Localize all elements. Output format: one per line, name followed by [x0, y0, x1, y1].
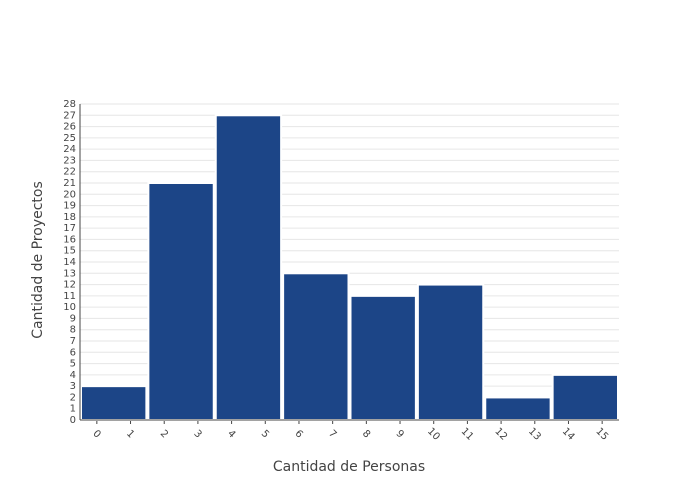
bar — [484, 396, 552, 421]
bar — [214, 114, 283, 422]
x-tick-label: 3 — [191, 428, 203, 440]
y-tick-label: 19 — [63, 201, 76, 212]
y-tick-label: 15 — [63, 246, 76, 257]
x-tick-label: 1 — [124, 428, 136, 440]
y-tick-label: 20 — [63, 189, 76, 200]
y-tick-label: 17 — [63, 223, 76, 234]
bar — [349, 294, 417, 422]
x-tick-label: 8 — [360, 428, 372, 440]
y-tick-label: 28 — [63, 99, 76, 110]
y-tick-label: 22 — [63, 167, 76, 178]
y-tick-label: 2 — [70, 392, 76, 403]
y-tick-label: 10 — [63, 302, 76, 313]
x-tick-label: 15 — [593, 426, 610, 443]
y-tick-label: 0 — [70, 415, 76, 426]
y-tick-label: 9 — [70, 313, 76, 324]
y-tick-label: 12 — [63, 280, 76, 291]
x-tick-label: 10 — [425, 426, 442, 443]
y-tick-label: 21 — [63, 178, 76, 189]
y-tick-label: 4 — [70, 370, 76, 381]
x-tick-label: 5 — [259, 428, 271, 440]
x-tick-label: 11 — [459, 426, 476, 443]
y-tick-label: 7 — [70, 336, 76, 347]
y-tick-label: 24 — [63, 144, 76, 155]
y-axis-title: Cantidad de Proyectos — [30, 181, 46, 339]
y-tick-label: 1 — [70, 404, 76, 415]
bar — [416, 283, 485, 422]
y-tick-label: 6 — [70, 347, 76, 358]
y-tick-label: 8 — [70, 325, 76, 336]
y-tick-label: 3 — [70, 381, 76, 392]
bar — [551, 373, 619, 422]
y-tick-label: 11 — [63, 291, 76, 302]
y-tick-label: 27 — [63, 110, 76, 121]
x-tick-label: 2 — [158, 428, 170, 440]
y-tick-label: 18 — [63, 212, 76, 223]
bar — [80, 385, 148, 421]
y-tick-label: 23 — [63, 155, 76, 166]
bar — [147, 182, 215, 421]
y-tick-label: 5 — [70, 359, 76, 370]
x-axis-title: Cantidad de Personas — [273, 459, 425, 475]
x-tick-label: 4 — [225, 428, 237, 440]
x-tick-label: 0 — [90, 428, 102, 440]
x-tick-label: 13 — [526, 426, 543, 443]
x-tick-label: 9 — [394, 428, 406, 440]
y-tick-label: 13 — [63, 268, 76, 279]
y-tick-label: 25 — [63, 133, 76, 144]
y-tick-label: 16 — [63, 234, 76, 245]
bar — [282, 272, 350, 421]
y-tick-label: 14 — [63, 257, 76, 268]
x-tick-label: 14 — [560, 426, 577, 443]
x-tick-label: 7 — [326, 428, 338, 440]
x-tick-label: 6 — [292, 428, 304, 440]
y-tick-label: 26 — [63, 122, 76, 133]
x-tick-label: 12 — [492, 426, 509, 443]
